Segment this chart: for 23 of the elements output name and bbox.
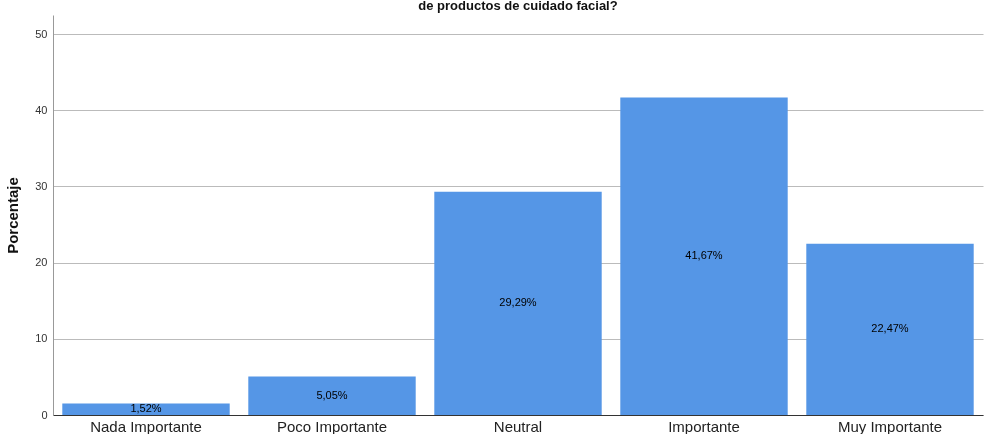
bar <box>434 191 602 415</box>
data-label: 5,05% <box>316 388 348 401</box>
data-label: 29,29% <box>499 296 537 309</box>
y-tick-label: 30 <box>35 179 48 192</box>
bar <box>806 243 974 415</box>
bar <box>248 376 416 415</box>
data-label: 22,47% <box>871 322 909 335</box>
y-tick-label: 10 <box>35 332 48 345</box>
data-label: 41,67% <box>685 249 723 262</box>
x-tick-label: Importante <box>668 417 740 435</box>
chart-title: de productos de cuidado facial? <box>418 0 618 13</box>
bar <box>62 403 230 415</box>
y-tick-label: 40 <box>35 103 48 116</box>
x-tick-label: Muy Importante <box>837 417 943 435</box>
bar <box>620 97 788 415</box>
data-label: 1,52% <box>130 402 162 415</box>
y-tick-label: 0 <box>41 408 48 421</box>
y-axis-title: Porcentaje <box>4 177 22 254</box>
x-tick-label: Neutral <box>493 417 543 435</box>
y-tick-label: 20 <box>35 256 48 269</box>
x-tick-label: Nada Importante <box>90 417 202 435</box>
x-tick-label: Poco Importante <box>276 417 388 435</box>
y-tick-label: 50 <box>35 27 48 40</box>
